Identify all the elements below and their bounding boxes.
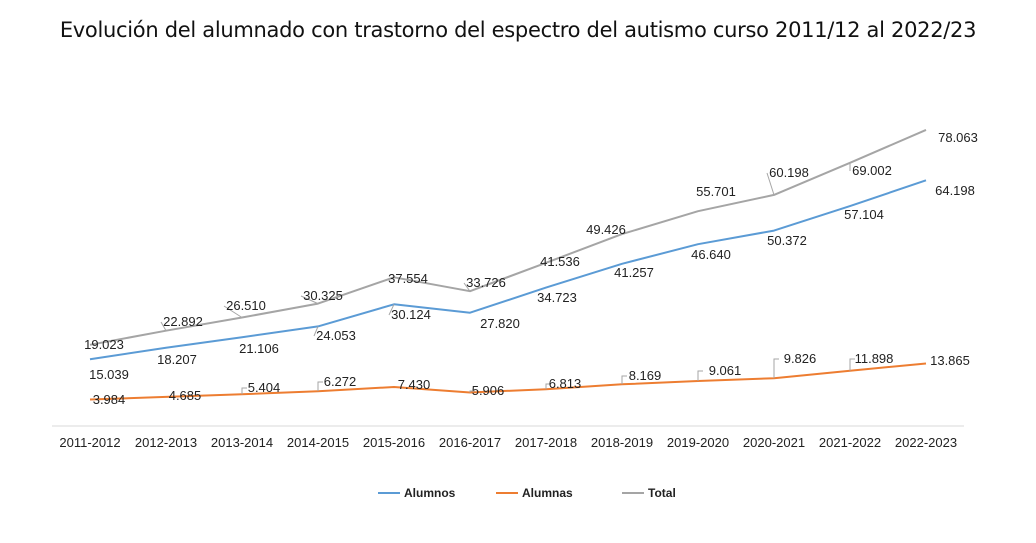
x-tick-label: 2017-2018 xyxy=(515,435,577,450)
axis-layer: 2011-2012 2012-2013 2013-2014 2014-2015 2015… xyxy=(52,425,964,450)
leader-lines-layer xyxy=(160,162,855,395)
data-label-alumnos: 41.257 xyxy=(614,265,654,280)
data-label-alumnos: 27.820 xyxy=(480,316,520,331)
data-label-alumnas: 6.272 xyxy=(324,374,357,389)
data-label-alumnos: 57.104 xyxy=(844,207,884,222)
legend-label-total: Total xyxy=(648,486,676,500)
data-label-total: 26.510 xyxy=(226,298,266,313)
x-tick-label: 2022-2023 xyxy=(895,435,957,450)
data-label-total: 78.063 xyxy=(938,130,978,145)
leader-line xyxy=(317,381,323,392)
data-label-alumnas: 4.685 xyxy=(169,388,202,403)
data-label-alumnas: 8.169 xyxy=(629,368,662,383)
data-labels-layer: 15.039 18.207 21.106 24.053 30.124 27.820 34.7… xyxy=(84,130,978,407)
data-label-alumnas: 13.865 xyxy=(930,353,970,368)
x-tick-label: 2016-2017 xyxy=(439,435,501,450)
series-line-total xyxy=(89,128,927,346)
leader-line xyxy=(388,304,395,316)
data-label-alumnas: 6.813 xyxy=(549,376,582,391)
data-label-total: 22.892 xyxy=(163,314,203,329)
legend: Alumnos Alumnas Total xyxy=(378,486,676,500)
x-tick-label: 2020-2021 xyxy=(743,435,805,450)
data-label-alumnos: 30.124 xyxy=(391,307,431,322)
legend-label-alumnos: Alumnos xyxy=(404,486,456,500)
leader-line xyxy=(223,305,243,318)
data-label-alumnas: 7.430 xyxy=(398,377,431,392)
data-label-alumnos: 50.372 xyxy=(767,233,807,248)
legend-label-alumnas: Alumnas xyxy=(522,486,573,500)
chart-title: Evolución del alumnado con trastorno del… xyxy=(59,18,977,42)
data-label-total: 69.002 xyxy=(852,163,892,178)
data-label-total: 30.325 xyxy=(303,288,343,303)
x-tick-label: 2021-2022 xyxy=(819,435,881,450)
data-label-alumnos: 46.640 xyxy=(691,247,731,262)
leader-line xyxy=(469,390,475,393)
data-label-total: 49.426 xyxy=(586,222,626,237)
x-tick-label: 2013-2014 xyxy=(211,435,273,450)
leader-line xyxy=(545,383,551,390)
data-label-alumnas: 5.906 xyxy=(472,383,505,398)
leader-line xyxy=(300,295,319,305)
leader-line xyxy=(849,358,855,371)
leader-line xyxy=(160,321,167,331)
leader-line xyxy=(766,172,775,196)
series-line-alumnas xyxy=(89,362,927,401)
leader-line xyxy=(621,375,627,385)
leader-line xyxy=(463,282,471,292)
data-label-alumnas: 5.404 xyxy=(248,380,281,395)
data-label-alumnos: 15.039 xyxy=(89,367,129,382)
data-label-alumnos: 34.723 xyxy=(537,290,577,305)
x-tick-label: 2015-2016 xyxy=(363,435,425,450)
x-tick-label: 2014-2015 xyxy=(287,435,349,450)
data-label-total: 60.198 xyxy=(769,165,809,180)
data-label-total: 41.536 xyxy=(540,254,580,269)
data-label-alumnos: 21.106 xyxy=(239,341,279,356)
data-label-alumnas: 9.826 xyxy=(784,351,817,366)
x-tick-label: 2011-2012 xyxy=(59,435,120,450)
data-label-alumnas: 11.898 xyxy=(855,351,894,366)
data-label-alumnos: 64.198 xyxy=(935,183,975,198)
lines-layer xyxy=(89,128,927,401)
data-label-alumnas: 9.061 xyxy=(709,363,742,378)
x-tick-label: 2019-2020 xyxy=(667,435,729,450)
series-line-alumnos xyxy=(89,179,927,361)
data-label-total: 33.726 xyxy=(466,275,506,290)
data-label-alumnos: 24.053 xyxy=(316,328,356,343)
leader-line xyxy=(313,326,319,337)
leader-line xyxy=(773,358,779,379)
x-tick-label: 2018-2019 xyxy=(591,435,653,450)
data-label-alumnos: 18.207 xyxy=(157,352,197,367)
data-label-total: 55.701 xyxy=(696,184,736,199)
x-tick-label: 2012-2013 xyxy=(135,435,197,450)
leader-line xyxy=(697,370,703,382)
data-label-alumnas: 3.984 xyxy=(93,392,126,407)
data-label-total: 19.023 xyxy=(84,337,124,352)
data-label-total: 37.554 xyxy=(388,271,428,286)
leader-line xyxy=(241,387,247,395)
